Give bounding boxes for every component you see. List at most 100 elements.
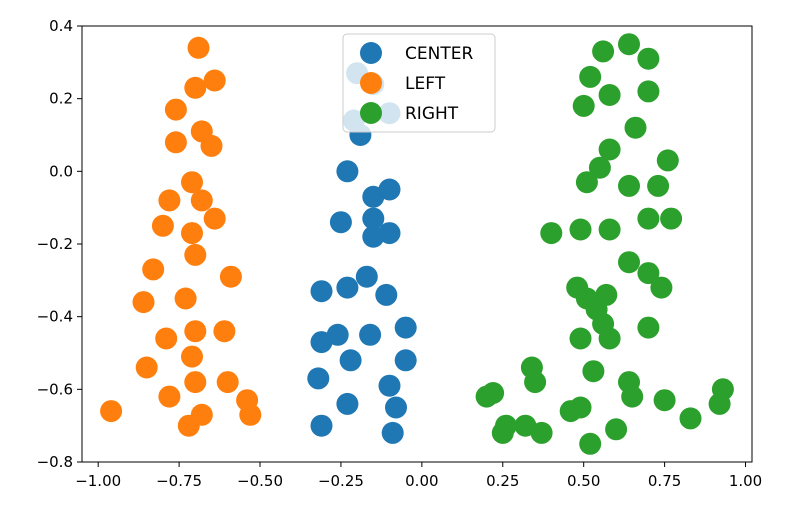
- point-right-9: [588, 156, 611, 179]
- point-right-3: [579, 65, 602, 88]
- point-right-5: [637, 80, 660, 103]
- legend-marker-left: [360, 72, 382, 94]
- point-center-17: [326, 323, 349, 346]
- point-right-18: [540, 222, 563, 245]
- point-right-32: [582, 360, 605, 383]
- point-left-23: [184, 371, 207, 394]
- point-right-31: [524, 371, 547, 394]
- point-right-43: [530, 421, 553, 444]
- point-right-2: [637, 47, 660, 70]
- legend-marker-right: [360, 102, 382, 124]
- point-left-9: [190, 189, 213, 212]
- point-center-21: [394, 349, 417, 372]
- y-tick-label: −0.4: [37, 308, 73, 326]
- point-right-12: [618, 174, 640, 197]
- point-right-44: [491, 421, 514, 444]
- point-right-21: [650, 276, 673, 299]
- point-left-1: [184, 76, 207, 99]
- y-axis: −0.8 −0.6 −0.4 −0.2 0.0 0.2 0.4: [37, 17, 82, 471]
- point-left-2: [203, 69, 226, 92]
- y-tick-label: 0.0: [49, 162, 73, 180]
- point-left-11: [151, 214, 174, 237]
- x-tick-label: 1.00: [729, 472, 762, 490]
- point-left-25: [158, 385, 181, 408]
- point-center-8: [329, 211, 352, 234]
- point-right-10: [656, 149, 679, 172]
- point-left-6: [200, 134, 223, 157]
- point-left-12: [181, 222, 203, 245]
- legend-box: [342, 33, 496, 133]
- point-left-27: [239, 403, 262, 426]
- point-right-40: [482, 382, 505, 404]
- point-right-15: [637, 207, 660, 230]
- point-right-11: [575, 171, 598, 194]
- point-right-8: [598, 138, 621, 161]
- point-right-29: [637, 316, 660, 339]
- point-right-6: [572, 94, 595, 117]
- point-center-27: [381, 421, 404, 444]
- y-tick-label: −0.8: [37, 453, 73, 471]
- point-left-8: [158, 189, 181, 212]
- y-tick-label: 0.4: [49, 17, 73, 35]
- x-tick-label: −0.25: [318, 472, 364, 490]
- point-right-19: [618, 251, 640, 274]
- point-center-20: [394, 316, 417, 339]
- point-right-0: [592, 40, 615, 63]
- point-left-29: [177, 414, 200, 437]
- point-center-11: [378, 222, 401, 245]
- point-right-46: [569, 396, 592, 419]
- point-left-19: [213, 320, 236, 343]
- point-right-13: [647, 174, 670, 197]
- x-tick-label: 0.50: [567, 472, 600, 490]
- point-right-35: [653, 389, 676, 412]
- point-left-15: [219, 265, 242, 288]
- legend-label-center: CENTER: [405, 44, 473, 64]
- point-right-47: [605, 418, 628, 441]
- point-left-30: [100, 400, 123, 423]
- legend-label-right: RIGHT: [405, 104, 459, 124]
- point-left-24: [216, 371, 239, 394]
- series-right: [475, 33, 734, 455]
- point-left-20: [155, 327, 178, 350]
- y-tick-label: 0.2: [49, 90, 73, 108]
- point-right-17: [569, 218, 592, 241]
- point-center-9: [362, 207, 385, 230]
- point-center-7: [378, 178, 401, 201]
- legend: CENTER LEFT RIGHT: [342, 33, 496, 133]
- point-left-18: [184, 320, 207, 343]
- point-center-25: [310, 414, 333, 437]
- point-right-1: [618, 33, 640, 56]
- y-tick-label: −0.2: [37, 235, 73, 253]
- point-right-28: [569, 327, 592, 350]
- point-right-16: [660, 207, 683, 230]
- point-right-14: [598, 218, 621, 241]
- x-tick-label: 0.25: [486, 472, 519, 490]
- point-center-24: [336, 392, 359, 415]
- point-right-37: [708, 392, 731, 415]
- point-right-27: [598, 327, 621, 350]
- data-points-layer: [100, 33, 734, 455]
- point-center-23: [378, 374, 401, 397]
- point-right-38: [679, 407, 702, 430]
- x-tick-label: −1.00: [75, 472, 121, 490]
- legend-label-left: LEFT: [405, 74, 446, 94]
- point-right-34: [621, 385, 644, 408]
- y-tick-label: −0.6: [37, 380, 73, 398]
- point-center-12: [310, 280, 333, 303]
- point-left-21: [181, 345, 203, 368]
- point-center-5: [336, 160, 359, 183]
- point-left-5: [164, 131, 187, 154]
- x-tick-label: 0.00: [405, 472, 438, 490]
- x-tick-label: 0.75: [648, 472, 681, 490]
- point-left-22: [135, 356, 158, 379]
- point-left-0: [187, 36, 210, 59]
- point-center-15: [375, 283, 398, 306]
- point-center-13: [336, 276, 359, 299]
- point-right-48: [579, 432, 602, 455]
- x-axis: −1.00 −0.75 −0.50 −0.25 0.00 0.25 0.50 0.75 1.00: [75, 462, 762, 490]
- point-left-7: [181, 171, 203, 194]
- point-left-10: [203, 207, 226, 230]
- x-tick-label: −0.75: [156, 472, 202, 490]
- x-tick-label: −0.50: [237, 472, 283, 490]
